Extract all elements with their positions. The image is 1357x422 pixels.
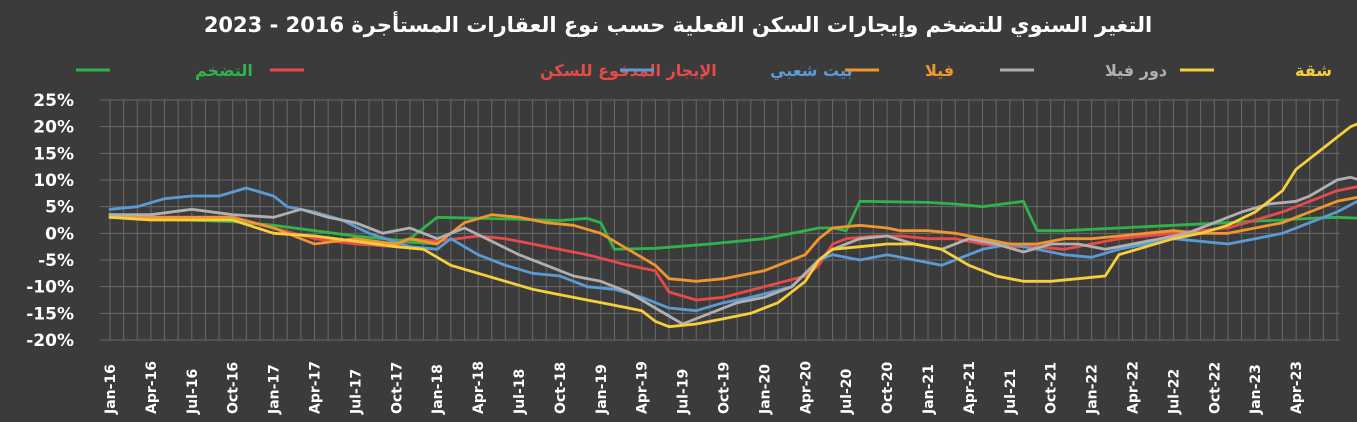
- x-tick-label: Jan-20: [757, 364, 773, 415]
- series-line-3: [108, 195, 1357, 283]
- x-tick-label: Apr-20: [798, 361, 814, 414]
- series-line-5: [108, 122, 1357, 329]
- x-tick-label: Jul-20: [839, 368, 855, 415]
- legend-label: بيت شعبي: [770, 61, 853, 81]
- x-tick-label: Jul-21: [1003, 369, 1019, 415]
- legend-item-5: شقة: [1180, 61, 1332, 80]
- legend-item-4: دور فيلا: [1000, 61, 1167, 80]
- y-axis: 25% 20% 15% 10% 5% 0% -5% -10% -15% -20%: [26, 91, 74, 351]
- x-tick-label: Jan-18: [430, 364, 446, 415]
- legend-item-3: فيلا: [845, 61, 954, 80]
- y-tick-label: 0%: [45, 224, 74, 244]
- y-tick-label: 10%: [33, 171, 74, 191]
- x-tick-label: Jul-19: [676, 369, 692, 415]
- y-tick-label: 5%: [45, 198, 74, 218]
- x-tick-label: Oct-17: [389, 362, 405, 414]
- x-tick-label: Jul-22: [1166, 369, 1182, 415]
- chart-title: التغير السنوي للتضخم وإيجارات السكن الفع…: [204, 10, 1152, 38]
- series-line-4: [108, 175, 1357, 326]
- legend-item-0: التضخم: [76, 61, 253, 80]
- y-tick-label: -15%: [26, 304, 74, 324]
- x-tick-label: Jul-17: [348, 369, 364, 415]
- x-tick-label: Jan-22: [1085, 364, 1101, 415]
- x-axis: Jan-16 Apr-16 Jul-16 Oct-16 Jan-17 Apr-17 Jul-…: [103, 361, 1305, 415]
- y-tick-label: 15%: [33, 144, 74, 164]
- x-tick-label: Jan-19: [594, 364, 610, 415]
- x-tick-label: Oct-18: [553, 362, 569, 414]
- x-tick-label: Oct-21: [1044, 362, 1060, 414]
- x-tick-label: Jan-21: [921, 364, 937, 415]
- legend-label: التضخم: [195, 61, 253, 80]
- y-tick-label: 20%: [33, 118, 74, 138]
- x-tick-label: Jan-16: [103, 364, 119, 415]
- y-tick-label: -20%: [26, 331, 74, 351]
- x-tick-label: Oct-19: [717, 362, 733, 414]
- y-tick-label: -10%: [26, 278, 74, 298]
- x-tick-label: Apr-17: [308, 361, 324, 414]
- legend-label: دور فيلا: [1105, 61, 1167, 80]
- x-tick-label: Oct-22: [1207, 362, 1223, 414]
- x-tick-label: Apr-23: [1289, 361, 1305, 414]
- legend-label: شقة: [1295, 61, 1332, 80]
- legend-label: فيلا: [925, 61, 954, 80]
- x-tick-label: Jul-16: [185, 369, 201, 415]
- y-tick-label: -5%: [38, 251, 74, 271]
- x-tick-label: Jan-17: [267, 364, 283, 415]
- legend-item-2: بيت شعبي: [620, 61, 853, 81]
- y-tick-label: 25%: [33, 91, 74, 111]
- x-tick-label: Oct-16: [226, 362, 242, 414]
- x-tick-label: Apr-21: [962, 361, 978, 414]
- x-tick-label: Apr-16: [144, 361, 160, 414]
- x-tick-label: Apr-18: [471, 361, 487, 414]
- x-tick-label: Apr-19: [635, 361, 651, 414]
- x-tick-label: Jul-18: [512, 369, 528, 415]
- plot-area: [108, 122, 1357, 329]
- x-tick-label: Jan-23: [1248, 364, 1264, 415]
- legend: التضخم الإيجار المدفوع للسكن بيت شعبي فيلا د…: [76, 61, 1332, 81]
- x-tick-label: Oct-20: [880, 362, 896, 414]
- x-tick-label: Apr-22: [1126, 361, 1142, 414]
- series-line-2: [108, 186, 1357, 313]
